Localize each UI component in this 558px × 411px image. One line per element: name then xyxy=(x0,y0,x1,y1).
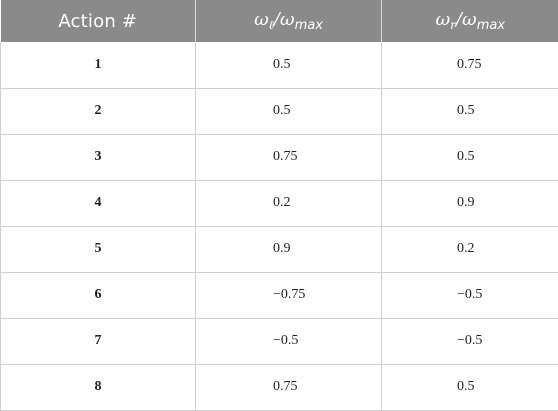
header-omega-left-label: ωℓ/ωmax xyxy=(254,9,323,33)
header-omega-left: ωℓ/ωmax xyxy=(195,0,382,42)
table-row: 3 0.75 0.5 xyxy=(0,134,558,181)
cell-omega-right: 0.5 xyxy=(381,134,558,181)
cell-omega-right: 0.5 xyxy=(381,88,558,135)
cell-omega-left: 0.75 xyxy=(195,134,382,181)
cell-omega-right: 0.2 xyxy=(381,226,558,273)
cell-omega-left: −0.75 xyxy=(195,272,382,319)
table-header: Action # ωℓ/ωmax ωr/ωmax xyxy=(0,0,558,42)
cell-action: 8 xyxy=(0,364,196,411)
table-row: 1 0.5 0.75 xyxy=(0,42,558,89)
cell-action: 4 xyxy=(0,180,196,227)
cell-action: 5 xyxy=(0,226,196,273)
header-action-label: Action # xyxy=(58,10,138,32)
table-row: 2 0.5 0.5 xyxy=(0,88,558,135)
header-omega-right-label: ωr/ωmax xyxy=(435,9,506,33)
cell-omega-left: −0.5 xyxy=(195,318,382,365)
cell-action: 7 xyxy=(0,318,196,365)
cell-omega-left: 0.5 xyxy=(195,42,382,89)
header-action: Action # xyxy=(0,0,196,42)
cell-omega-right: −0.5 xyxy=(381,272,558,319)
cell-action: 3 xyxy=(0,134,196,181)
cell-omega-right: 0.75 xyxy=(381,42,558,89)
table-body: 1 0.5 0.75 2 0.5 0.5 3 0.75 0.5 4 0.2 0.… xyxy=(0,42,558,411)
table-row: 7 −0.5 −0.5 xyxy=(0,318,558,365)
cell-omega-left: 0.5 xyxy=(195,88,382,135)
cell-omega-right: 0.9 xyxy=(381,180,558,227)
header-omega-right: ωr/ωmax xyxy=(382,0,558,42)
cell-omega-left: 0.9 xyxy=(195,226,382,273)
table-row: 5 0.9 0.2 xyxy=(0,226,558,273)
header-row: Action # ωℓ/ωmax ωr/ωmax xyxy=(0,0,558,42)
cell-action: 2 xyxy=(0,88,196,135)
cell-omega-right: 0.5 xyxy=(381,364,558,411)
table-row: 6 −0.75 −0.5 xyxy=(0,272,558,319)
cell-omega-left: 0.2 xyxy=(195,180,382,227)
table-row: 4 0.2 0.9 xyxy=(0,180,558,227)
table-row: 8 0.75 0.5 xyxy=(0,364,558,411)
cell-omega-left: 0.75 xyxy=(195,364,382,411)
cell-omega-right: −0.5 xyxy=(381,318,558,365)
cell-action: 1 xyxy=(0,42,196,89)
cell-action: 6 xyxy=(0,272,196,319)
